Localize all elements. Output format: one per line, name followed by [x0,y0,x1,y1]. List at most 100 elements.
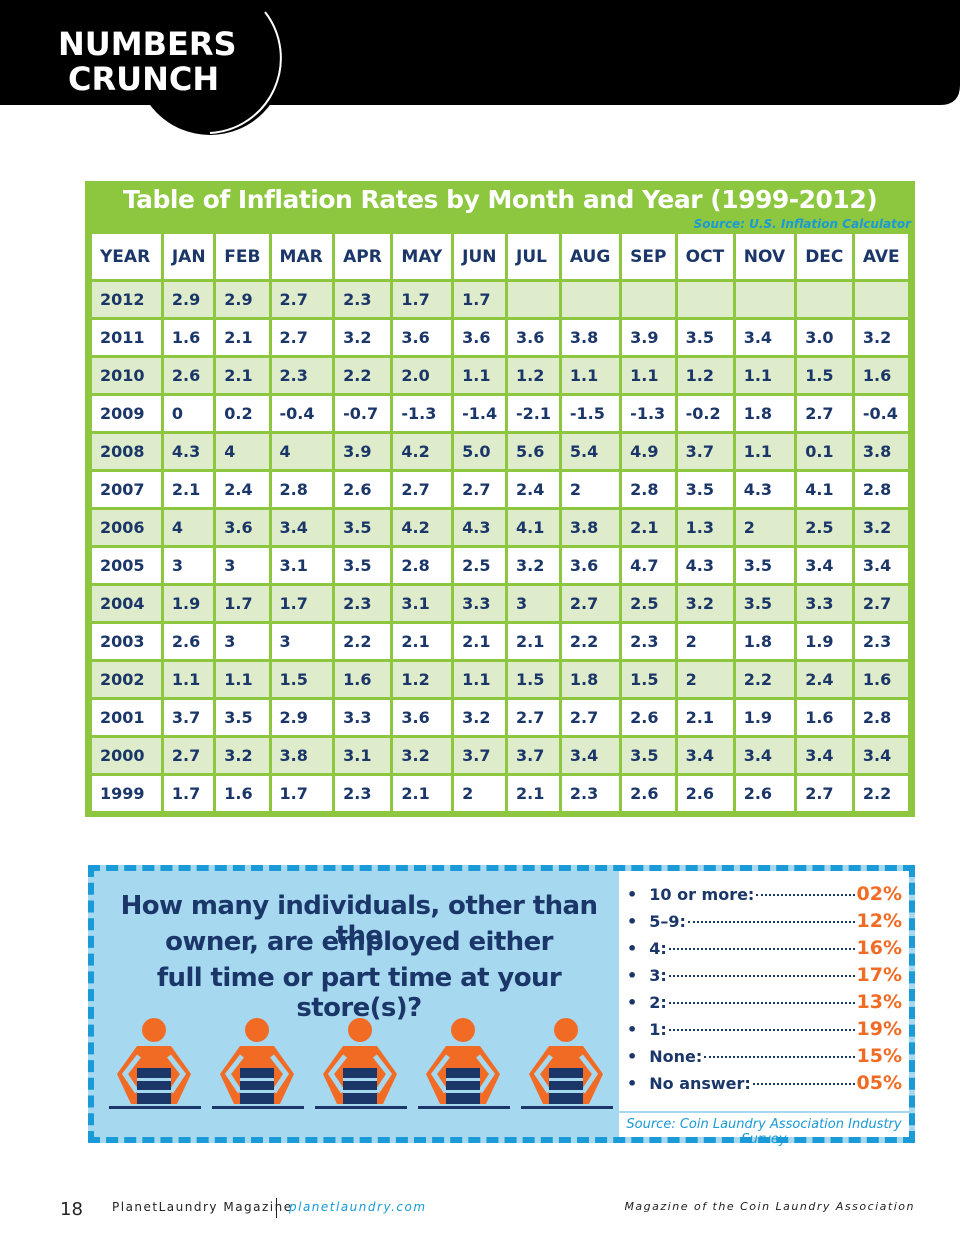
rate-cell: 3.5 [335,510,391,545]
question-line: owner, are employed either [165,927,553,957]
empty-cell [508,282,559,317]
empty-cell [622,282,675,317]
survey-box: How many individuals, other than the own… [88,865,915,1147]
rate-cell: 3.0 [797,320,852,355]
question-line: full time or part time at your store(s)? [156,963,562,1023]
row: 2010 2.6 2.1 2.3 2.2 2.0 1.1 1.2 1.1 1.1 1.2 1.1 1.5… [92,358,908,393]
rate-cell: 3.2 [854,510,908,545]
rate-cell: 2.9 [216,282,269,317]
rate-cell: 2.7 [797,776,852,811]
rate-cell: 2.7 [561,700,620,735]
rate-cell: 2 [454,776,505,811]
leader [668,948,855,950]
result-item: • 3: 17% [627,964,902,991]
results-panel: Source: Coin Laundry Association Industr… [619,871,909,1147]
rate-cell: 2.4 [797,662,852,697]
rate-cell: 2.3 [622,624,675,659]
rate-cell: 5.4 [561,434,620,469]
rate-cell: 3.7 [508,738,559,773]
rate-cell: -2.1 [508,396,559,431]
rate-cell: 2.4 [216,472,269,507]
rate-cell: 3.2 [216,738,269,773]
rate-cell: 3 [163,548,214,583]
rate-cell: 3.7 [454,738,505,773]
rate-cell: 3.4 [797,548,852,583]
rate-cell: -0.4 [271,396,333,431]
rate-cell: 1.7 [216,586,269,621]
rate-cell: 1.5 [797,358,852,393]
rate-cell: 2.1 [677,700,733,735]
rate-cell: -0.4 [854,396,908,431]
row: 2004 1.9 1.7 1.7 2.3 3.1 3.3 3 2.7 2.5 3.2 3.5 3.3 2.… [92,586,908,621]
item-value: 13% [856,991,902,1013]
rate-cell: 3.8 [854,434,908,469]
rate-cell: 2 [677,624,733,659]
rate-cell: 2.2 [735,662,795,697]
column-header: OCT [677,234,733,279]
year-cell: 2010 [92,358,161,393]
rate-cell: 4.1 [797,472,852,507]
rate-cell: 3.3 [797,586,852,621]
rate-cell: 3 [508,586,559,621]
rate-cell: 2 [677,662,733,697]
rate-cell: 3.2 [454,700,505,735]
bullet: • [627,939,638,958]
rate-cell: 3 [271,624,333,659]
rate-cell: 1.7 [271,776,333,811]
rate-cell: 3.6 [561,548,620,583]
row: 2005 3 3 3.1 3.5 2.8 2.5 3.2 3.6 4.7 4.3 3.5 3.4 3.4 [92,548,908,583]
rate-cell: 1.7 [163,776,214,811]
rate-cell: 2.1 [508,776,559,811]
column-header: AVE [854,234,908,279]
rate-cell: 3.4 [735,320,795,355]
rate-cell: 2.2 [854,776,908,811]
rate-cell: 2.3 [271,358,333,393]
rate-cell: 3 [216,624,269,659]
item-value: 17% [856,964,902,986]
column-header: JUN [454,234,505,279]
item-value: 05% [856,1072,902,1094]
rate-cell: 2.8 [854,472,908,507]
year-cell: 2001 [92,700,161,735]
column-header: MAY [393,234,452,279]
year-cell: 2004 [92,586,161,621]
rate-cell: 2.3 [335,282,391,317]
rate-cell: 4.2 [393,510,452,545]
result-item: • 1: 19% [627,1018,902,1045]
result-item: • 5–9: 12% [627,910,902,937]
rate-cell: 1.9 [797,624,852,659]
column-header: DEC [797,234,852,279]
rate-cell: -1.4 [454,396,505,431]
logo-line: CRUNCH [68,60,219,98]
empty-cell [677,282,733,317]
item-value: 15% [856,1045,902,1067]
row: 2001 3.7 3.5 2.9 3.3 3.6 3.2 2.7 2.7 2.6 2.1 1.9 1.6… [92,700,908,735]
result-item: • 4: 16% [627,937,902,964]
item-label: No answer: [649,1074,751,1093]
rate-cell: 2.9 [271,700,333,735]
rate-cell: 2.1 [216,358,269,393]
rate-cell: 3.6 [393,320,452,355]
rate-cell: 3.1 [271,548,333,583]
figure [521,1018,613,1109]
rate-cell: 2 [735,510,795,545]
rate-cell: 1.6 [216,776,269,811]
rate-cell: 2.1 [622,510,675,545]
rate-cell: 2.1 [508,624,559,659]
rate-cell: 3.4 [561,738,620,773]
rate-cell: 2.7 [163,738,214,773]
rate-cell: 3.6 [216,510,269,545]
rate-cell: 2.6 [622,700,675,735]
rate-cell: 2.7 [271,282,333,317]
rate-cell: 2.7 [508,700,559,735]
leader [668,1002,855,1004]
rate-cell: 3.5 [335,548,391,583]
column-header: MAR [271,234,333,279]
inflation-table: Table of Inflation Rates by Month and Ye… [85,181,915,817]
rate-cell: 0.2 [216,396,269,431]
column-header: SEP [622,234,675,279]
rate-cell: 3.2 [393,738,452,773]
tagline: Magazine of the Coin Laundry Association [624,1200,915,1213]
year-cell: 2005 [92,548,161,583]
rate-cell: 2.5 [622,586,675,621]
